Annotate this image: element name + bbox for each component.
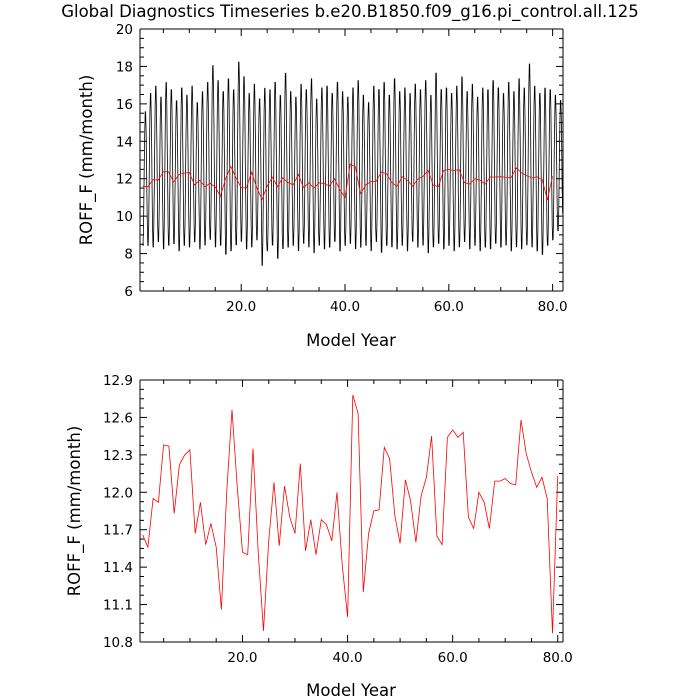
plot-lines-top (142, 61, 563, 266)
y-tick-label-top: 8 (124, 247, 133, 263)
y-tick-label-bottom: 11.4 (103, 560, 133, 576)
panel-top: 6 8 10 12 14 16 18 20 20.0 40.0 60.0 80.0 Model Yea… (77, 22, 568, 350)
x-tick-label-bottom: 20.0 (227, 650, 257, 666)
x-tick-label-top: 80.0 (538, 299, 568, 315)
y-tick-label-top: 6 (124, 284, 133, 300)
y-tick-label-bottom: 11.7 (103, 523, 133, 539)
y-tick-label-bottom: 12.6 (103, 410, 133, 426)
annual-series-line-top (142, 163, 553, 201)
x-axis-label-top: Model Year (306, 331, 396, 350)
y-tick-label-bottom: 12.3 (103, 448, 133, 464)
chart-title: Global Diagnostics Timeseries b.e20.B185… (61, 2, 639, 22)
y-tick-label-bottom: 12.9 (103, 373, 133, 389)
x-tick-label-top: 20.0 (226, 299, 256, 315)
x-tick-label-bottom: 80.0 (543, 650, 573, 666)
y-axis-label-bottom: ROFF_F (mm/month) (65, 426, 85, 597)
axis-ticks-bottom: 10.8 11.1 11.4 11.7 12.0 12.3 12.6 12.9 20.0 40.0… (103, 373, 573, 666)
x-tick-label-top: 60.0 (434, 299, 464, 315)
x-tick-label-bottom: 40.0 (333, 650, 363, 666)
y-tick-label-top: 18 (116, 59, 133, 75)
x-axis-label-bottom: Model Year (306, 681, 396, 700)
x-tick-label-top: 40.0 (330, 299, 360, 315)
y-axis-label-top: ROFF_F (mm/month) (77, 75, 97, 246)
y-tick-label-bottom: 10.8 (103, 635, 133, 651)
y-tick-label-top: 20 (116, 22, 133, 38)
y-tick-label-bottom: 11.1 (103, 598, 133, 614)
panel-bottom: 10.8 11.1 11.4 11.7 12.0 12.3 12.6 12.9 20.0 40.0… (65, 373, 573, 700)
plot-lines-bottom (142, 394, 559, 634)
annual-series-line-bottom (142, 394, 559, 634)
y-tick-label-top: 14 (116, 134, 133, 150)
y-tick-label-top: 10 (116, 209, 133, 225)
y-tick-label-top: 12 (116, 172, 133, 188)
x-tick-label-bottom: 60.0 (438, 650, 468, 666)
monthly-series-line-top (142, 61, 563, 266)
y-tick-label-bottom: 12.0 (103, 485, 133, 501)
axis-ticks-top: 6 8 10 12 14 16 18 20 20.0 40.0 60.0 80.0 (116, 22, 568, 315)
y-tick-label-top: 16 (116, 97, 133, 113)
